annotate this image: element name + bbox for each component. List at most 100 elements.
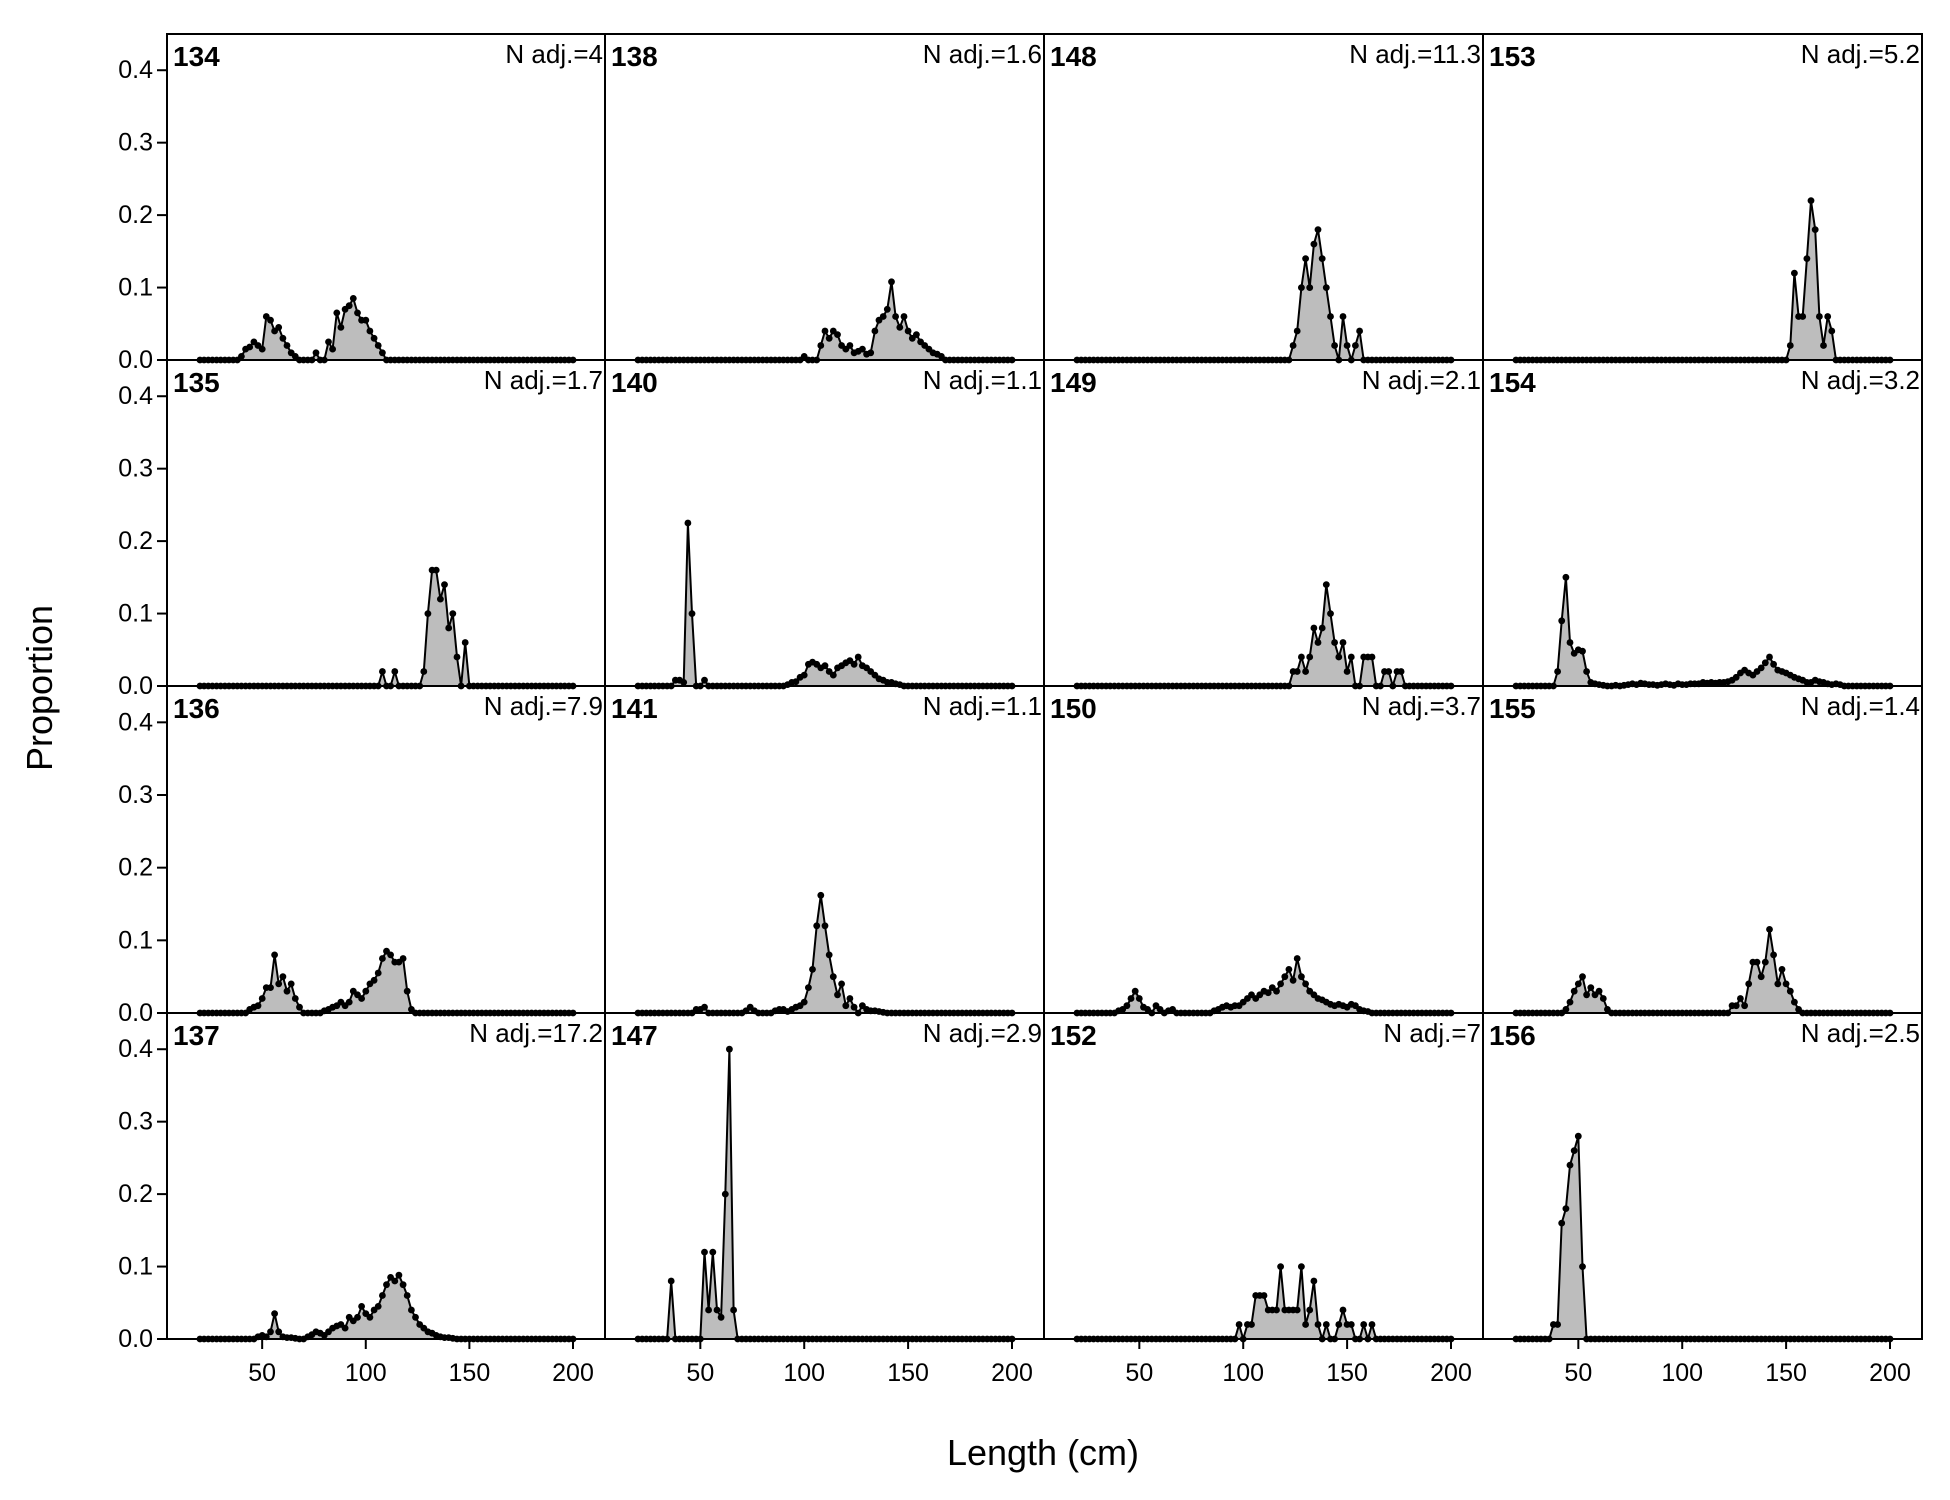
n-adj-label: N adj.=3.2 <box>1801 365 1920 395</box>
panel-border <box>166 359 606 687</box>
data-point <box>1774 980 1782 988</box>
panel-border <box>166 33 606 361</box>
y-tick-label: 0.3 <box>118 781 153 809</box>
panel-152: 152 N adj.=7 <box>1043 1012 1484 1343</box>
panel-grid: 134 N adj.=4 138 N adj.=1.6 148 N adj.=11.3 15… <box>166 33 1923 1343</box>
data-point <box>1761 659 1769 667</box>
data-point <box>379 668 386 675</box>
data-point <box>1318 255 1326 262</box>
data-point <box>825 334 833 342</box>
axes-layer: 0.0 0.1 0.2 0.3 0.4 0.0 0.1 0.2 0.3 0.4 0.0 0.1 0.2 0… <box>118 56 1911 1387</box>
series-line <box>638 522 1012 687</box>
y-tick-label: 0.1 <box>118 926 153 954</box>
data-point <box>1298 973 1305 981</box>
x-tick-label: 150 <box>1765 1359 1807 1387</box>
data-point <box>1135 995 1143 1002</box>
data-point <box>296 1003 303 1011</box>
x-tick-label: 150 <box>1326 1359 1368 1387</box>
data-point <box>432 566 440 574</box>
data-point <box>238 353 245 360</box>
y-axis-title: Proportion <box>19 605 60 771</box>
n-adj-label: N adj.=1.4 <box>1801 691 1920 721</box>
data-point <box>721 1190 729 1198</box>
data-point <box>892 313 899 320</box>
data-point <box>701 1003 708 1011</box>
panel-138: 138 N adj.=1.6 <box>604 33 1045 364</box>
x-tick-label: 50 <box>1564 1359 1592 1387</box>
data-point <box>399 955 407 962</box>
data-point <box>1811 226 1819 234</box>
series-line <box>200 569 573 687</box>
n-adj-label: N adj.=2.9 <box>923 1018 1042 1048</box>
data-point <box>1343 668 1351 675</box>
n-adj-label: N adj.=3.7 <box>1362 691 1481 721</box>
panel-153: 153 N adj.=5.2 <box>1482 33 1923 364</box>
data-point <box>358 1303 365 1310</box>
data-point <box>1264 989 1272 997</box>
data-point <box>437 595 444 603</box>
n-adj-label: N adj.=2.5 <box>1801 1018 1920 1048</box>
data-point <box>345 302 353 310</box>
data-point <box>1318 624 1326 632</box>
data-point <box>809 966 816 973</box>
panel-border <box>1482 33 1923 361</box>
data-point <box>370 334 378 342</box>
data-point <box>896 324 904 331</box>
series-area <box>1077 958 1451 1013</box>
data-point <box>1277 1263 1284 1270</box>
data-point <box>283 987 291 995</box>
x-tick-label: 100 <box>1222 1359 1264 1387</box>
data-point <box>800 671 808 679</box>
data-point <box>821 922 829 930</box>
y-tick-label: 0.2 <box>118 854 153 882</box>
data-point <box>800 998 808 1006</box>
data-point <box>1289 342 1297 349</box>
y-tick-label: 0.3 <box>118 455 153 483</box>
x-tick-label: 100 <box>345 1359 387 1387</box>
data-point <box>1732 673 1740 681</box>
data-point <box>374 1303 382 1310</box>
data-point <box>1281 973 1289 981</box>
data-point <box>1339 639 1347 646</box>
data-point <box>821 327 829 335</box>
data-point <box>1310 624 1318 632</box>
x-axis-title: Length (cm) <box>947 1432 1139 1473</box>
data-point <box>871 327 879 335</box>
data-point <box>1339 1306 1347 1314</box>
data-point <box>1331 342 1338 349</box>
data-point <box>379 955 386 962</box>
data-point <box>1131 987 1139 995</box>
data-point <box>420 668 428 675</box>
data-point <box>1803 255 1811 262</box>
data-point <box>1127 995 1135 1002</box>
data-point <box>1322 1321 1330 1328</box>
data-point <box>1574 980 1582 988</box>
panel-border <box>1043 33 1484 361</box>
data-point <box>825 951 833 959</box>
data-point <box>1347 653 1355 661</box>
y-tick-label: 0.4 <box>118 1035 153 1063</box>
series-area <box>200 298 573 360</box>
panel-134: 134 N adj.=4 <box>166 33 606 364</box>
data-point <box>1558 617 1566 625</box>
series-area <box>1516 200 1890 360</box>
data-point <box>1397 668 1405 675</box>
data-point <box>387 951 394 959</box>
panel-label: 135 <box>173 367 220 398</box>
n-adj-label: N adj.=7.9 <box>484 691 603 721</box>
data-point <box>1285 966 1293 973</box>
data-point <box>1310 240 1318 248</box>
data-point <box>374 342 382 349</box>
data-point <box>1761 958 1769 966</box>
x-tick-label: 200 <box>1430 1359 1472 1387</box>
data-point <box>1741 1002 1748 1010</box>
data-point <box>904 327 912 335</box>
data-point <box>275 1328 283 1336</box>
data-point <box>412 1313 419 1321</box>
panel-149: 149 N adj.=2.1 <box>1043 359 1484 690</box>
panel-border <box>1482 1012 1923 1340</box>
data-point <box>1574 1132 1582 1140</box>
data-point <box>1786 987 1794 995</box>
data-point <box>817 342 825 349</box>
